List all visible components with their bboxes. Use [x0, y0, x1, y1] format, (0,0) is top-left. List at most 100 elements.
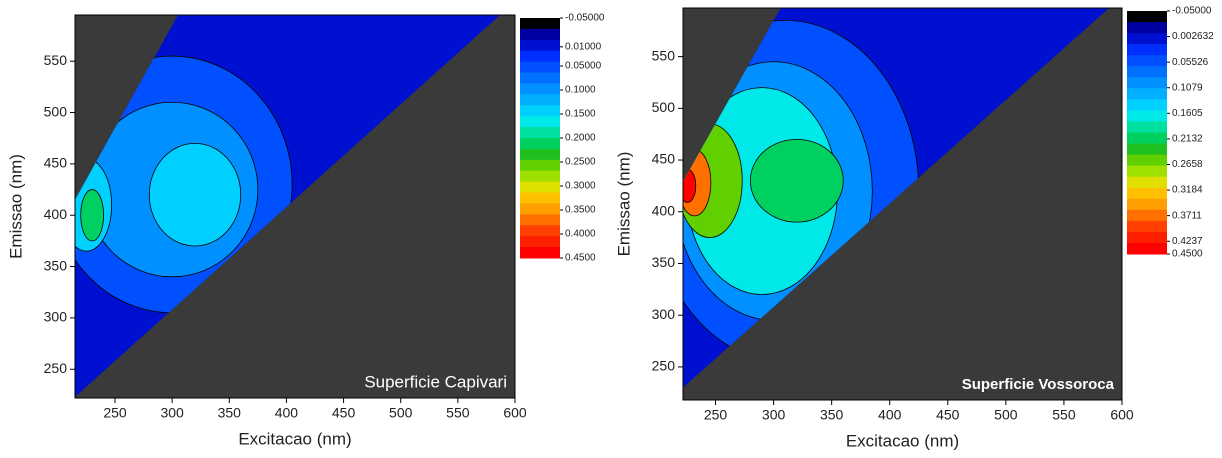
colorbar-label: 0.002632 [1172, 31, 1214, 42]
x-tick-label: 450 [332, 405, 356, 421]
colorbar-band [1127, 220, 1167, 233]
colorbar-band [520, 94, 560, 106]
y-tick-label: 550 [44, 52, 68, 68]
x-tick-label: 550 [1052, 407, 1076, 423]
colorbar-label: 0.4237 [1172, 236, 1203, 247]
colorbar-band [520, 247, 560, 259]
y-tick-label: 450 [652, 151, 676, 167]
colorbar-band [520, 72, 560, 84]
x-tick-label: 250 [704, 407, 728, 423]
colorbar-band [520, 192, 560, 204]
colorbar-band [520, 28, 560, 41]
chart: 250 300 350 400 450 500 550 600 250 300 350 400 450 5… [614, 6, 1214, 451]
x-tick-label: 250 [103, 405, 127, 421]
colorbar-band [520, 127, 560, 139]
colorbar-band [520, 61, 560, 74]
x-tick-label: 600 [1110, 407, 1134, 423]
colorbar-label: 0.2500 [565, 157, 596, 168]
colorbar-band [520, 138, 560, 150]
colorbar-band [520, 50, 560, 63]
colorbar-band [520, 236, 560, 248]
y-tick-label: 400 [44, 206, 68, 222]
x-tick-label: 400 [275, 405, 299, 421]
colorbar-band [1127, 242, 1167, 255]
colorbar-band [1127, 77, 1167, 89]
colorbar-band [520, 83, 560, 95]
colorbar-band [1127, 209, 1167, 222]
colorbar-band [1127, 198, 1167, 211]
colorbar-band [1127, 176, 1167, 189]
colorbar-band [1127, 187, 1167, 200]
colorbar-band [1127, 154, 1167, 167]
y-tick-label: 500 [652, 99, 676, 115]
colorbar-label: -0.05000 [565, 13, 605, 24]
colorbar-label: 0.1000 [565, 85, 596, 96]
colorbar-band [1127, 99, 1167, 111]
x-tick-label: 400 [878, 407, 902, 423]
colorbar-band [1127, 22, 1167, 34]
colorbar-band [1127, 165, 1167, 178]
colorbar-band [520, 203, 560, 215]
x-tick-label: 350 [218, 405, 242, 421]
y-tick-label: 250 [44, 360, 68, 376]
colorbar-label: 0.4000 [565, 229, 596, 240]
colorbar-label: 0.2000 [565, 133, 596, 144]
y-tick-label: 550 [652, 47, 676, 63]
colorbar-label: 0.05000 [565, 61, 602, 72]
colorbar-band [520, 39, 560, 52]
colorbar-label: 0.3000 [565, 181, 596, 192]
colorbar-band [1127, 132, 1167, 145]
contour-level [80, 189, 104, 242]
x-axis-label: Excitacao (nm) [238, 429, 351, 448]
chart-title: Superficie Capivari [364, 372, 507, 391]
contour [683, 8, 1110, 388]
colorbar-band [1127, 55, 1167, 67]
chart-title: Superficie Vossoroca [962, 376, 1115, 393]
y-tick-label: 300 [44, 309, 68, 325]
colorbar-band [1127, 143, 1167, 156]
colorbar-band [520, 116, 560, 128]
colorbar-label: 0.4500 [565, 253, 596, 264]
colorbar-band [1127, 121, 1167, 133]
y-tick-label: 400 [652, 202, 676, 218]
colorbar-label: 0.3184 [1172, 185, 1203, 196]
contour-level [683, 168, 697, 203]
x-tick-label: 300 [160, 405, 184, 421]
y-tick-label: 250 [652, 358, 676, 374]
x-tick-label: 500 [994, 407, 1018, 423]
colorbar-label: 0.2658 [1172, 159, 1203, 170]
y-tick-label: 450 [44, 155, 68, 171]
contour-level [749, 138, 844, 223]
x-tick-label: 600 [503, 405, 527, 421]
x-axis-label: Excitacao (nm) [846, 431, 959, 450]
colorbar-label: 0.2132 [1172, 134, 1203, 145]
colorbar-label: 0.4500 [1172, 249, 1203, 260]
colorbar-band [520, 159, 560, 172]
colorbar-label: -0.05000 [1172, 6, 1212, 17]
plot-frame [682, 7, 1123, 401]
y-axis-label: Emissao (nm) [614, 152, 633, 257]
colorbar-band [520, 214, 560, 226]
colorbar-band [1127, 11, 1167, 23]
x-tick-label: 300 [762, 407, 786, 423]
colorbar-band [1127, 44, 1167, 56]
colorbar-label: 0.3711 [1172, 210, 1202, 221]
colorbar-band [1127, 231, 1167, 244]
x-tick-label: 350 [820, 407, 844, 423]
colorbar-band [520, 105, 560, 117]
colorbar-band [1127, 33, 1167, 45]
colorbar-label: 0.1605 [1172, 108, 1203, 119]
x-tick-label: 550 [446, 405, 470, 421]
y-axis-label: Emissao (nm) [6, 154, 25, 259]
chart: 250 300 350 400 450 500 550 600 250 300 350 400 450 5… [6, 13, 604, 449]
plot-frame [74, 14, 516, 399]
contour-level [148, 142, 242, 247]
x-tick-label: 500 [389, 405, 413, 421]
y-tick-label: 350 [44, 257, 68, 273]
y-tick-label: 300 [652, 306, 676, 322]
colorbar-band [520, 170, 560, 183]
colorbar-band [1127, 110, 1167, 122]
x-tick-label: 450 [936, 407, 960, 423]
colorbar-band [1127, 66, 1167, 78]
